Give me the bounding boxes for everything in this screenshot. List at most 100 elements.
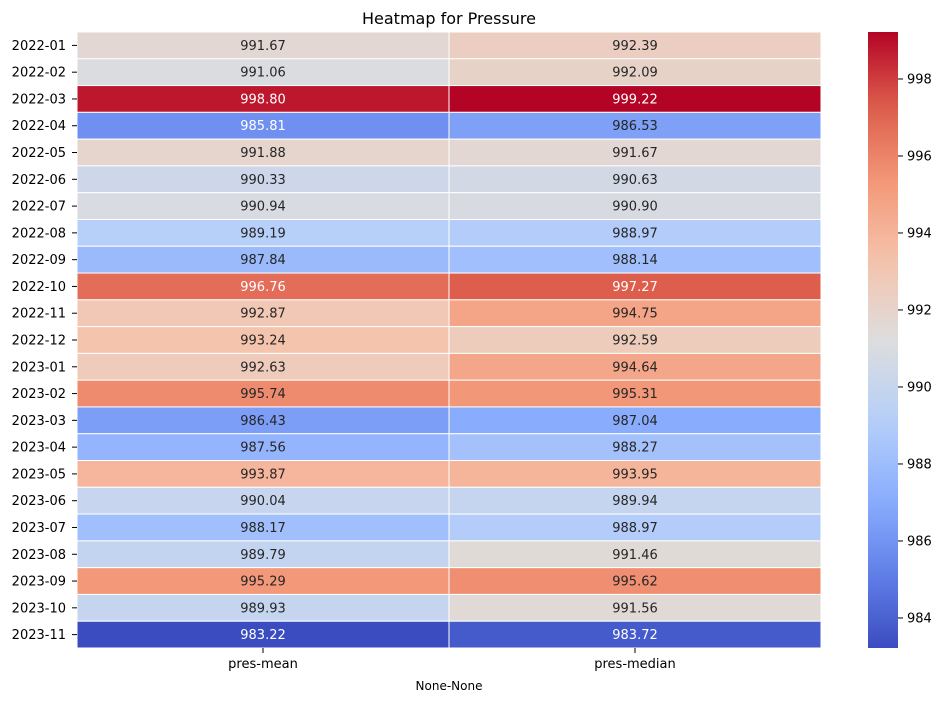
y-tick-label: 2022-08 — [12, 226, 66, 241]
heatmap-cell — [448, 165, 822, 194]
x-axis-label: None-None — [416, 679, 483, 693]
heatmap-cell — [448, 245, 822, 274]
colorbar-tick-label: 996 — [907, 149, 932, 164]
heatmap-cell — [448, 620, 822, 649]
y-tick-label: 2023-07 — [12, 521, 66, 536]
colorbar-tick-label: 992 — [907, 303, 932, 318]
y-tick-label: 2023-05 — [12, 467, 66, 482]
colorbar-tick-label: 998 — [907, 72, 932, 87]
y-tick-label: 2023-06 — [12, 494, 66, 509]
y-tick-label: 2023-11 — [12, 628, 66, 643]
cell-value-label: 983.72 — [612, 628, 658, 643]
heatmap-cell — [448, 593, 822, 622]
x-tick-label: pres-mean — [228, 657, 298, 672]
colorbar-tick-label: 984 — [907, 611, 932, 626]
cell-value-label: 987.56 — [240, 441, 286, 456]
cell-value-label: 998.80 — [240, 92, 286, 107]
heatmap-cell — [76, 540, 450, 569]
heatmap-cell — [448, 192, 822, 220]
cell-value-label: 988.97 — [612, 226, 658, 241]
heatmap-cell — [448, 31, 822, 60]
cell-value-label: 999.22 — [612, 92, 658, 107]
heatmap-cell — [448, 486, 822, 515]
heatmap-cell — [448, 111, 822, 140]
cell-value-label: 986.43 — [240, 414, 286, 429]
y-tick-label: 2022-11 — [12, 307, 66, 322]
y-tick-label: 2023-09 — [12, 575, 66, 590]
cell-value-label: 992.09 — [612, 66, 658, 81]
cell-value-label: 991.06 — [240, 66, 286, 81]
y-tick-label: 2022-07 — [12, 200, 66, 215]
heatmap-cell — [448, 567, 822, 595]
heatmap-cell — [76, 299, 450, 328]
cell-value-label: 993.95 — [612, 467, 658, 482]
cell-value-label: 996.76 — [240, 280, 286, 295]
heatmap-cell — [448, 299, 822, 328]
colorbar-ticks: 984 986 988 990 992 994 996 998 — [898, 72, 932, 626]
y-tick-label: 2023-04 — [12, 441, 66, 456]
cell-value-label: 991.56 — [612, 601, 658, 616]
heatmap-cell — [448, 218, 822, 247]
y-tick-label: 2022-10 — [12, 280, 66, 295]
heatmap-cell — [448, 379, 822, 408]
heatmap-cell — [448, 138, 822, 167]
heatmap-cell — [76, 326, 450, 354]
heatmap-cell — [76, 272, 450, 301]
cell-value-label: 988.17 — [240, 521, 286, 536]
heatmap-cell — [76, 406, 450, 435]
cell-value-label: 988.27 — [612, 441, 658, 456]
cell-value-label: 989.93 — [240, 601, 286, 616]
cell-value-label: 989.94 — [612, 494, 658, 509]
y-tick-label: 2023-10 — [12, 601, 66, 616]
cell-value-label: 988.97 — [612, 521, 658, 536]
y-tick-label: 2022-02 — [12, 66, 66, 81]
colorbar — [868, 32, 898, 648]
colorbar-tick-label: 988 — [907, 457, 932, 472]
cell-value-label: 992.59 — [612, 334, 658, 349]
colorbar-tick-label: 994 — [907, 226, 932, 241]
heatmap-cell — [448, 406, 822, 435]
y-tick-label: 2023-01 — [12, 360, 66, 375]
cell-value-label: 990.04 — [240, 494, 286, 509]
heatmap-cell — [448, 58, 822, 87]
cell-value-label: 993.87 — [240, 467, 286, 482]
cell-value-label: 990.90 — [612, 200, 658, 215]
cell-value-label: 995.62 — [612, 575, 658, 590]
y-tick-label: 2023-02 — [12, 387, 66, 402]
cell-value-label: 991.46 — [612, 548, 658, 563]
cell-value-label: 989.79 — [240, 548, 286, 563]
cell-value-label: 997.27 — [612, 280, 658, 295]
cell-value-label: 991.88 — [240, 146, 286, 161]
x-tick-labels: pres-mean pres-median — [228, 648, 676, 672]
colorbar-tick-label: 990 — [907, 380, 932, 395]
cell-value-label: 990.63 — [612, 173, 658, 188]
cell-value-label: 991.67 — [240, 39, 286, 54]
cell-value-label: 985.81 — [240, 119, 286, 134]
cell-value-label: 988.14 — [612, 253, 658, 268]
cell-value-label: 995.74 — [240, 387, 286, 402]
y-tick-label: 2023-03 — [12, 414, 66, 429]
heatmap-cell — [76, 593, 450, 622]
y-tick-label: 2022-09 — [12, 253, 66, 268]
cell-value-label: 986.53 — [612, 119, 658, 134]
chart-title: Heatmap for Pressure — [362, 9, 536, 28]
cell-value-label: 991.67 — [612, 146, 658, 161]
heatmap-cell — [448, 85, 822, 113]
cell-value-label: 994.64 — [612, 360, 658, 375]
cell-value-label: 990.94 — [240, 200, 286, 215]
heatmap-cell — [448, 326, 822, 354]
cell-value-label: 993.24 — [240, 334, 286, 349]
cell-value-label: 989.19 — [240, 226, 286, 241]
x-tick-label: pres-median — [594, 657, 676, 672]
cell-value-label: 990.33 — [240, 173, 286, 188]
heatmap-cell — [76, 379, 450, 408]
cell-value-label: 992.87 — [240, 307, 286, 322]
y-tick-labels: 2022-01 2022-02 2022-03 2022-04 2022-05 2022-… — [12, 39, 77, 643]
cell-value-label: 992.39 — [612, 39, 658, 54]
heatmap-cell — [76, 620, 450, 649]
colorbar-tick-label: 986 — [907, 534, 932, 549]
cell-value-label: 995.31 — [612, 387, 658, 402]
heatmap-cell — [76, 433, 450, 462]
heatmap-cell — [448, 540, 822, 569]
